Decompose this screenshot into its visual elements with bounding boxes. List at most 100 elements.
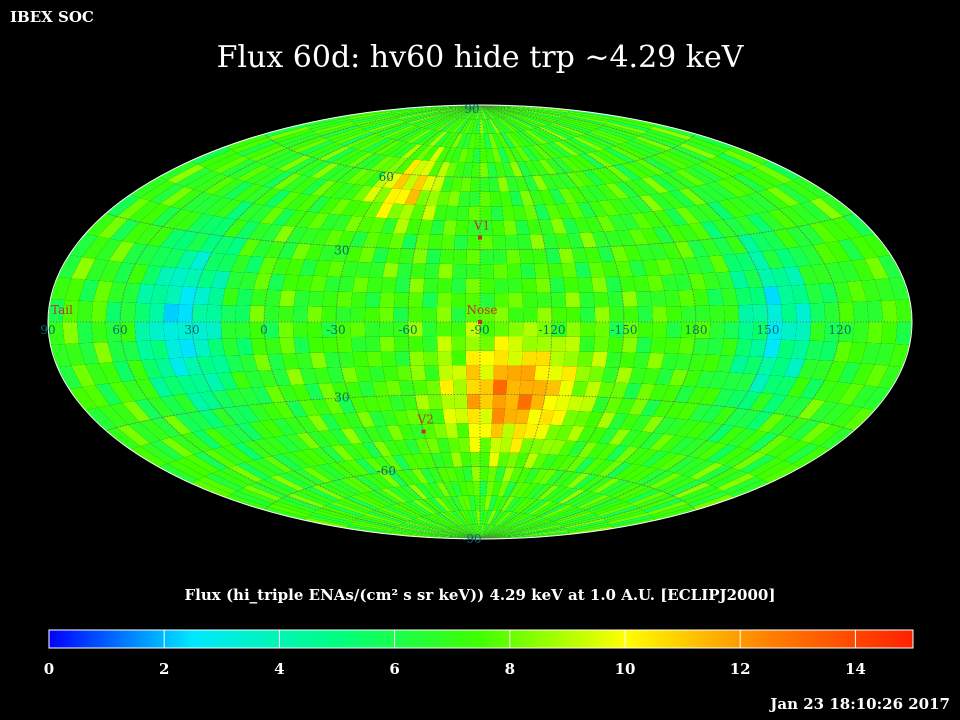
flux-cell — [619, 213, 641, 230]
flux-cell — [458, 437, 471, 453]
flux-cell — [607, 337, 624, 353]
flux-cell — [408, 322, 423, 337]
flux-cell — [524, 500, 548, 515]
flux-cell — [737, 234, 762, 253]
flux-cell — [150, 417, 182, 438]
flux-cell — [820, 219, 851, 241]
flux-cell — [568, 137, 598, 153]
flux-cell — [740, 454, 776, 474]
flux-cell — [520, 523, 561, 533]
flux-cell — [601, 261, 620, 277]
flux-cell — [227, 161, 263, 179]
flux-cell — [238, 238, 261, 257]
flux-cell — [321, 306, 337, 322]
flux-cell — [509, 161, 524, 177]
flux-cell — [480, 307, 495, 322]
flux-cell — [398, 424, 416, 440]
flux-cell — [825, 381, 852, 403]
flux-cell — [91, 301, 108, 322]
flux-cell — [295, 416, 319, 433]
flux-cell — [629, 431, 653, 448]
flux-cell — [320, 181, 346, 198]
flux-cell — [64, 343, 86, 366]
flux-cell — [172, 394, 199, 414]
flux-cell — [797, 224, 826, 245]
flux-cell — [253, 188, 282, 206]
flux-cell — [695, 256, 716, 274]
flux-cell — [515, 113, 551, 125]
longitude-label: 150 — [757, 323, 780, 337]
flux-cell — [99, 362, 122, 384]
flux-cell — [614, 181, 640, 198]
flux-cell — [664, 337, 681, 354]
flux-cell — [71, 257, 96, 280]
flux-cell — [445, 132, 460, 148]
flux-cell — [430, 452, 446, 468]
flux-cell — [774, 376, 798, 396]
flux-cell — [148, 246, 173, 267]
flux-cell — [697, 183, 728, 202]
flux-cell — [577, 426, 597, 442]
flux-cell — [605, 445, 630, 461]
flux-cell — [443, 511, 463, 526]
flux-cell — [503, 481, 517, 497]
flux-cell — [324, 229, 344, 246]
flux-cell — [605, 510, 647, 523]
flux-cell — [735, 373, 757, 392]
flux-cell — [565, 114, 608, 124]
colorbar-tick-label: 8 — [505, 660, 515, 678]
flux-cell — [566, 202, 585, 219]
flux-cell — [548, 455, 568, 471]
flux-cell — [577, 135, 610, 150]
flux-cell — [524, 106, 570, 112]
flux-cell — [881, 300, 898, 322]
flux-cell — [388, 395, 406, 411]
flux-cell — [659, 191, 686, 209]
flux-cell — [508, 132, 527, 147]
flux-cell — [527, 129, 554, 144]
flux-cell — [605, 276, 622, 292]
flux-cell — [440, 234, 456, 250]
flux-cell — [480, 105, 522, 112]
flux-cell — [414, 394, 431, 410]
flux-cell — [421, 515, 452, 529]
flux-cell — [697, 442, 728, 461]
flux-cell — [499, 437, 513, 453]
flux-cell — [190, 146, 232, 165]
flux-cell — [623, 383, 642, 399]
flux-cell — [307, 337, 324, 353]
flux-cell — [277, 472, 312, 489]
flux-cell — [557, 455, 578, 471]
flux-cell — [458, 191, 471, 207]
map-outline — [47, 104, 913, 540]
flux-cell — [864, 364, 889, 387]
flux-cell — [401, 174, 420, 190]
flux-cell — [522, 526, 564, 535]
flux-cell — [443, 147, 457, 163]
flux-cell — [789, 203, 821, 225]
flux-cell — [350, 307, 366, 322]
flux-cell — [524, 107, 569, 114]
flux-cell — [412, 380, 428, 396]
flux-cell — [437, 105, 480, 112]
flux-cell — [274, 435, 301, 453]
flux-cell — [95, 238, 123, 261]
flux-cell — [493, 365, 508, 380]
flux-cell — [406, 129, 433, 144]
flux-cell — [362, 232, 381, 248]
flux-cell — [459, 510, 472, 525]
flux-cell — [352, 201, 373, 217]
flux-cell — [453, 162, 466, 178]
flux-cell — [422, 322, 437, 337]
flux-cell — [428, 514, 455, 528]
flux-cell — [538, 439, 556, 455]
flux-cell — [494, 293, 509, 308]
flux-cell — [715, 355, 735, 373]
flux-cell — [554, 233, 572, 249]
flux-cell — [565, 292, 581, 308]
flux-cell — [382, 455, 403, 471]
flux-cell — [482, 119, 489, 134]
flux-cell — [480, 105, 483, 120]
flux-cell — [419, 160, 436, 176]
flux-cell — [409, 113, 445, 125]
